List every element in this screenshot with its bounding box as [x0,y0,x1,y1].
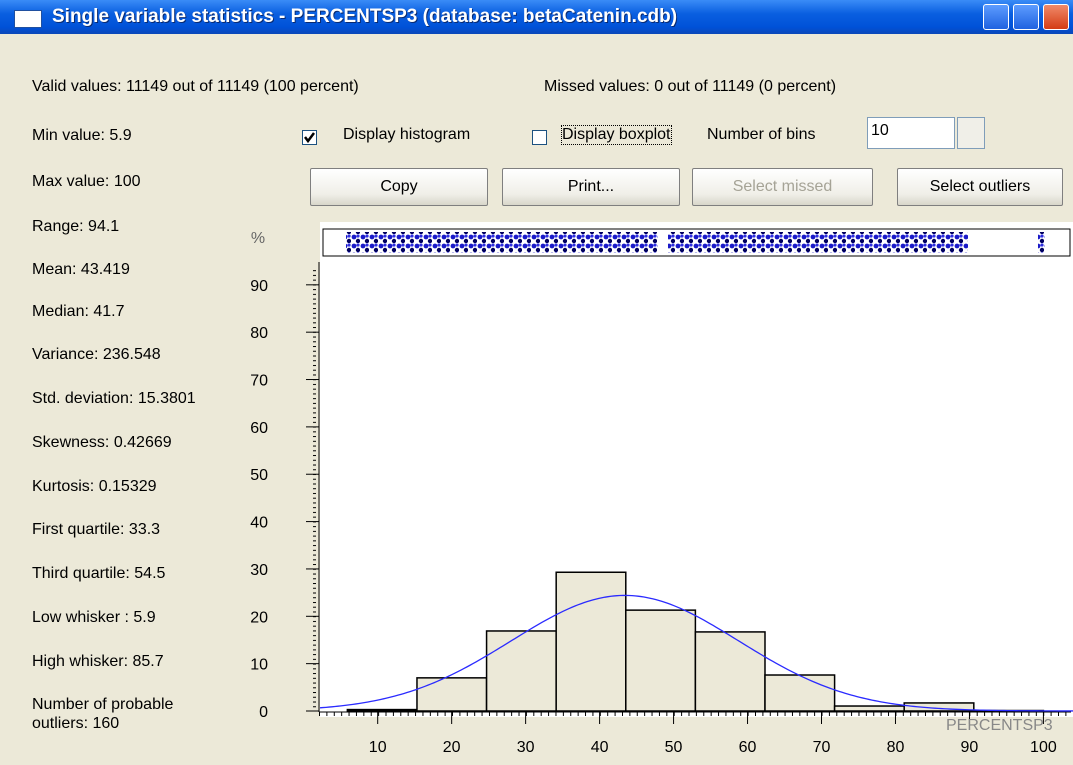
stat: Skewness: 0.42669 [32,434,172,451]
bins-input[interactable]: 10 [867,117,955,149]
boxplot-checkbox[interactable] [532,130,547,145]
y-tick-label: 70 [250,373,268,390]
bar [903,702,975,712]
strip-points [1038,232,1045,253]
histogram-checkbox[interactable] [302,130,317,145]
bar [555,571,627,712]
y-tick-label: 50 [250,467,268,484]
select-missed-button: Select missed [692,168,873,206]
missed-values: Missed values: 0 out of 11149 (0 percent… [544,78,837,95]
normal-curve [319,594,1073,712]
x-tick-label: 50 [665,739,683,756]
bar [625,609,697,712]
minor-ticks [319,712,1069,718]
y-tick-label: 30 [250,562,268,579]
stat: High whisker: 85.7 [32,653,164,670]
y-axis-label: % [251,230,265,247]
bar [485,630,557,712]
title-bar: Single variable statistics - PERCENTSP3 … [0,0,1073,34]
stat: Third quartile: 54.5 [32,565,166,582]
x-axis-label: PERCENTSP3 [946,717,1053,734]
stat: Variance: 236.548 [32,346,161,363]
x-tick-label: 30 [517,739,535,756]
bar [416,677,488,712]
y-tick-label: 80 [250,325,268,342]
y-tick-label: 20 [250,609,268,626]
x-tick-label: 70 [813,739,831,756]
x-tick-label: 100 [1030,739,1057,756]
x-tick-label: 40 [591,739,609,756]
window-title: Single variable statistics - PERCENTSP3 … [52,6,678,27]
bar [694,631,766,712]
valid-values: Valid values: 11149 out of 11149 (100 pe… [32,78,359,95]
print-button[interactable]: Print... [502,168,680,206]
maximize-button[interactable] [1013,4,1039,30]
copy-button[interactable]: Copy [310,168,488,206]
histogram-label: Display histogram [343,126,471,143]
stat: Std. deviation: 15.3801 [32,390,196,407]
bar [346,708,418,712]
minimize-button[interactable] [983,4,1009,30]
boxplot-label: Display boxplot [561,125,672,145]
stat: Max value: 100 [32,173,141,190]
x-tick-label: 90 [961,739,979,756]
bins-spinner[interactable] [957,117,985,149]
stat: Median: 41.7 [32,303,125,320]
strip-points [668,232,968,253]
bar [833,705,905,712]
stat: Min value: 5.9 [32,127,132,144]
x-tick-label: 10 [369,739,387,756]
y-tick-label: 0 [259,704,268,721]
stat: First quartile: 33.3 [32,521,161,538]
stat: Number of probable outliers: 160 [32,696,174,732]
bins-label: Number of bins [707,126,816,143]
bar [764,674,836,712]
y-tick-label: 60 [250,420,268,437]
y-tick-label: 40 [250,515,268,532]
y-tick-label: 90 [250,278,268,295]
x-tick-label: 80 [887,739,905,756]
stat: Mean: 43.419 [32,261,130,278]
y-tick-label: 10 [250,657,268,674]
strip-points [346,232,658,253]
stat: Low whisker : 5.9 [32,609,156,626]
stat: Kurtosis: 0.15329 [32,478,157,495]
stat: Range: 94.1 [32,218,120,235]
minor-ticks [313,270,319,711]
x-tick-label: 20 [443,739,461,756]
select-outliers-button[interactable]: Select outliers [897,168,1063,206]
app-icon [14,10,42,28]
x-tick-label: 60 [739,739,757,756]
close-button[interactable] [1043,4,1069,30]
